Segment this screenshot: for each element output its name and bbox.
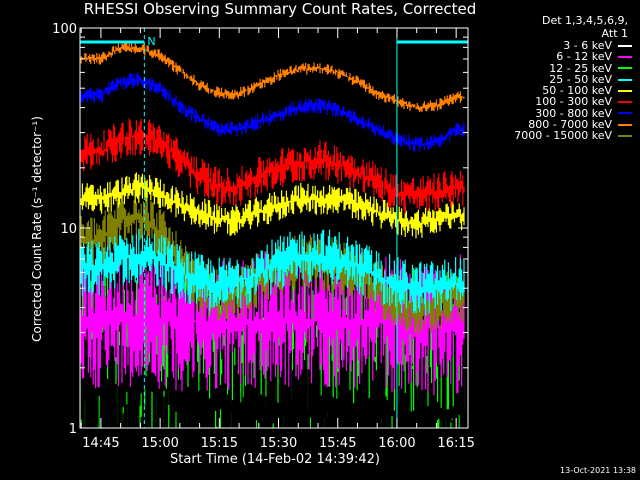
legend-item: 3 - 6 keV <box>472 40 638 51</box>
legend-label: 800 - 7000 keV <box>528 118 612 132</box>
legend-item: 100 - 300 keV <box>472 95 638 109</box>
legend-swatch <box>618 89 632 92</box>
legend-label: 50 - 100 keV <box>542 84 612 98</box>
timestamp: 13-Oct-2021 13:38 <box>560 466 636 475</box>
series-line-5 <box>80 118 465 214</box>
legend-swatch <box>618 101 632 104</box>
legend-label: 300 - 800 keV <box>535 106 612 120</box>
x-tick-label: 16:00 <box>378 436 415 451</box>
legend-swatch <box>618 135 632 138</box>
legend-swatch <box>618 78 632 81</box>
legend-item: 25 - 50 keV <box>472 74 638 85</box>
legend-item: 800 - 7000 keV <box>472 119 638 130</box>
y-tick-label: 100 <box>52 22 77 37</box>
chart-title: RHESSI Observing Summary Count Rates, Co… <box>83 0 477 18</box>
x-tick-label: 14:45 <box>82 436 119 451</box>
legend-item: 300 - 800 keV <box>472 106 638 120</box>
legend-label: 3 - 6 keV <box>563 39 612 52</box>
legend-title-line: Att 1 <box>601 27 628 40</box>
series-line-1 <box>80 249 465 396</box>
legend-item: 50 - 100 keV <box>472 85 638 96</box>
legend-swatch <box>618 112 632 115</box>
legend-swatch <box>618 55 632 58</box>
legend-label: 6 - 12 keV <box>556 50 612 64</box>
series-line-4 <box>80 172 465 239</box>
night-annotation: N <box>147 35 155 48</box>
series-line-7 <box>80 42 465 113</box>
legend-swatch <box>618 123 632 126</box>
series-line-3 <box>80 228 465 316</box>
x-tick-label: 15:15 <box>201 436 238 451</box>
legend: Det 1,3,4,5,6,9, Att 1 3 - 6 keV 6 - 12 k… <box>472 14 638 142</box>
legend-swatch <box>618 67 632 70</box>
x-tick-label: 15:30 <box>260 436 297 451</box>
series-line-6 <box>80 72 465 152</box>
x-axis-label: Start Time (14-Feb-02 14:39:42) <box>170 452 380 467</box>
legend-item: 7000 - 15000 keV <box>472 129 638 143</box>
legend-label: 12 - 25 keV <box>549 61 612 75</box>
legend-label: 25 - 50 keV <box>549 72 612 86</box>
x-tick-label: 15:00 <box>141 436 178 451</box>
y-tick-label: 1 <box>69 422 77 437</box>
y-tick-label: 10 <box>60 222 77 237</box>
legend-label: 100 - 300 keV <box>535 95 612 109</box>
x-tick-label: 15:45 <box>319 436 356 451</box>
legend-title-line: Det 1,3,4,5,6,9, <box>541 14 628 27</box>
y-axis-label: Corrected Count Rate (s⁻¹ detector⁻¹) <box>30 116 44 342</box>
legend-swatch <box>618 44 632 47</box>
legend-item: 6 - 12 keV <box>472 50 638 64</box>
legend-label: 7000 - 15000 keV <box>514 129 612 143</box>
legend-item: 12 - 25 keV <box>472 61 638 75</box>
x-tick-label: 16:15 <box>437 436 474 451</box>
